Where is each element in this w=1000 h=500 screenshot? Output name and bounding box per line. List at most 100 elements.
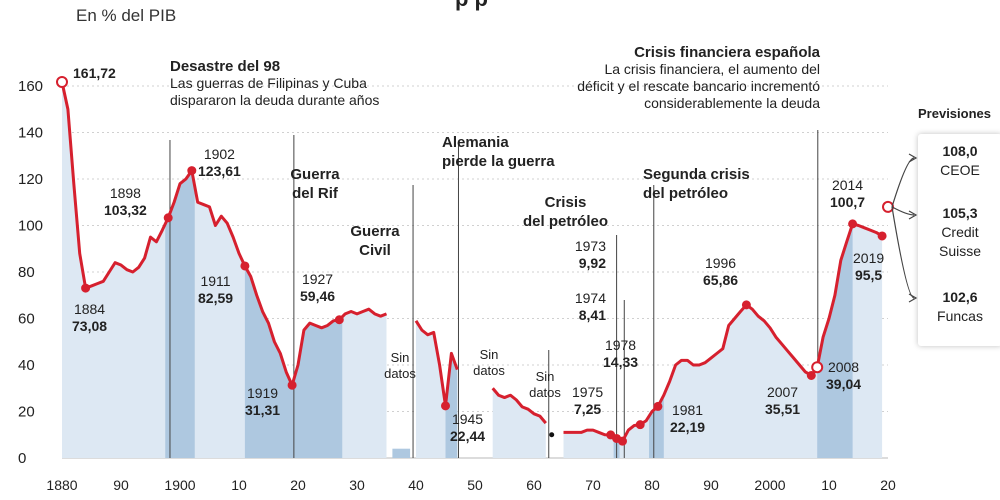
markers: [56, 76, 894, 446]
data-label-value: 22,19: [670, 419, 706, 435]
data-label-value: 9,92: [578, 255, 606, 271]
data-label-1975: 1975 7,25: [572, 384, 603, 418]
x-tick-label: 40: [408, 477, 424, 493]
forecast-arrowhead: [908, 210, 918, 220]
annotation-crisis-title: Crisis financiera española: [634, 44, 820, 61]
data-label-year: 2014: [831, 177, 864, 193]
no-data-label-1950s: Sin datos: [467, 347, 511, 379]
annotation-alemania-line: pierde la guerra: [442, 153, 555, 170]
x-axis-ticks: 1880 90 1900 10 20 30 40 50 60 70 80 90 2000 10 20: [46, 477, 896, 493]
forecast-arrow: [891, 206, 915, 299]
annotation-alemania-line: Alemania: [442, 134, 509, 151]
annotation-crisis-line: déficit y el rescate bancario incrementó: [577, 78, 820, 94]
debt-line-segment: [491, 387, 547, 425]
forecast-source: Credit: [941, 224, 979, 240]
data-label-1902: 1902 123,61: [198, 146, 241, 180]
data-point-marker: [848, 219, 858, 229]
data-point-marker: [287, 380, 297, 390]
x-tick-label: 20: [880, 477, 896, 493]
data-label-value: 8,41: [578, 307, 606, 323]
annotation-civil-line: Civil: [359, 242, 391, 259]
data-label-value: 73,08: [72, 318, 108, 334]
annotation-segunda-crisis: Segunda crisis del petróleo: [643, 165, 750, 203]
data-point-marker: [334, 315, 344, 325]
forecast-source: Suisse: [938, 243, 982, 259]
data-point-marker: [653, 401, 663, 411]
data-point-marker: [806, 370, 816, 380]
data-label-year: 2008: [827, 359, 860, 375]
no-data-sin: Sin: [535, 369, 555, 384]
data-label-value: 65,86: [703, 272, 739, 288]
data-label-1898: 1898 103,32: [104, 185, 147, 219]
area-segment: [563, 223, 883, 458]
annotation-desastre-line: Las guerras de Filipinas y Cuba: [170, 75, 367, 91]
y-tick-label: 0: [18, 450, 26, 467]
forecast-arrowhead: [908, 293, 918, 303]
x-tick-label: 20: [290, 477, 306, 493]
annotation-guerra-civil: Guerra Civil: [340, 222, 410, 260]
data-label-1945: 1945 22,44: [450, 411, 485, 445]
y-axis-ticks: 0 20 40 60 80 100 120 140 160: [18, 78, 43, 467]
shaded-band: [165, 170, 195, 458]
data-label-value: 31,31: [245, 402, 281, 418]
data-label-value: 22,44: [450, 428, 486, 444]
forecast-value: 102,6: [942, 289, 978, 305]
data-label-year: 1884: [73, 301, 106, 317]
forecast-credit-suisse: 105,3 Credit Suisse: [918, 204, 1000, 261]
data-point-marker: [635, 420, 645, 430]
data-label-1919: 1919 31,31: [245, 385, 280, 419]
forecast-ceoe: 108,0 CEOE: [918, 142, 1000, 180]
x-tick-label: 50: [467, 477, 483, 493]
data-label-value: 100,7: [830, 194, 866, 210]
data-label-year: 1981: [671, 402, 704, 418]
data-label-year: 1902: [203, 146, 235, 162]
no-data-label-civil-war: Sin datos: [378, 350, 422, 382]
no-data-label-1960s: Sin datos: [517, 369, 573, 401]
forecast-source: CEOE: [940, 162, 980, 178]
forecast-arrowhead: [908, 153, 918, 163]
annotation-crisis-line: considerablemente la deuda: [644, 95, 820, 111]
data-point-marker: [56, 76, 68, 89]
x-tick-label: 1900: [164, 477, 195, 493]
unit-label: En % del PIB: [76, 6, 177, 25]
annotation-desastre-line: dispararon la deuda durante años: [170, 92, 380, 108]
annotation-crisis-petroleo: Crisis del petróleo: [508, 193, 623, 231]
no-data-sin: Sin: [390, 350, 410, 365]
data-label-value: 103,32: [104, 202, 147, 218]
y-tick-label: 140: [18, 125, 43, 142]
forecast-arrow: [891, 157, 915, 208]
data-label-2019: 2019 95,5: [853, 250, 884, 284]
data-label-year: 1978: [604, 337, 637, 353]
data-label-1973: 1973 9,92: [570, 238, 606, 272]
data-point-marker: [163, 213, 173, 223]
forecast-value: 105,3: [942, 205, 978, 221]
shaded-band: [244, 265, 343, 458]
data-label-value: 35,51: [765, 401, 801, 417]
x-tick-label: 10: [821, 477, 837, 493]
annotation-crisis-line: La crisis financiera, el aumento del: [604, 61, 820, 77]
forecast-arrow: [891, 206, 915, 216]
data-label-2007: 2007 35,51: [765, 384, 800, 418]
data-label-year: 1927: [301, 271, 334, 287]
shaded-band: [392, 448, 411, 458]
data-label-value: 14,33: [603, 354, 639, 370]
no-data-datos: datos: [473, 363, 505, 378]
data-label-year: 1945: [451, 411, 484, 427]
annotation-rif: Guerra del Rif: [275, 165, 355, 203]
forecast-origin-marker: [882, 200, 894, 213]
x-tick-label: 30: [349, 477, 365, 493]
annotation-rif-line: del Rif: [292, 185, 338, 202]
debt-line-segment: [60, 81, 388, 387]
data-label-value: 59,46: [300, 288, 336, 304]
chart-title-fragment: p p: [455, 0, 488, 12]
no-data-datos: datos: [529, 385, 561, 400]
data-label-year: 1911: [200, 273, 231, 289]
forecast-value: 108,0: [942, 143, 978, 159]
data-label-year: 2007: [766, 384, 799, 400]
data-label-year: 2019: [853, 250, 885, 266]
no-data-sin: Sin: [479, 347, 499, 362]
data-label-year: 1975: [572, 384, 604, 400]
data-label-2008: 2008 39,04: [826, 359, 861, 393]
x-tick-label: 90: [703, 477, 719, 493]
x-tick-label: 80: [644, 477, 660, 493]
